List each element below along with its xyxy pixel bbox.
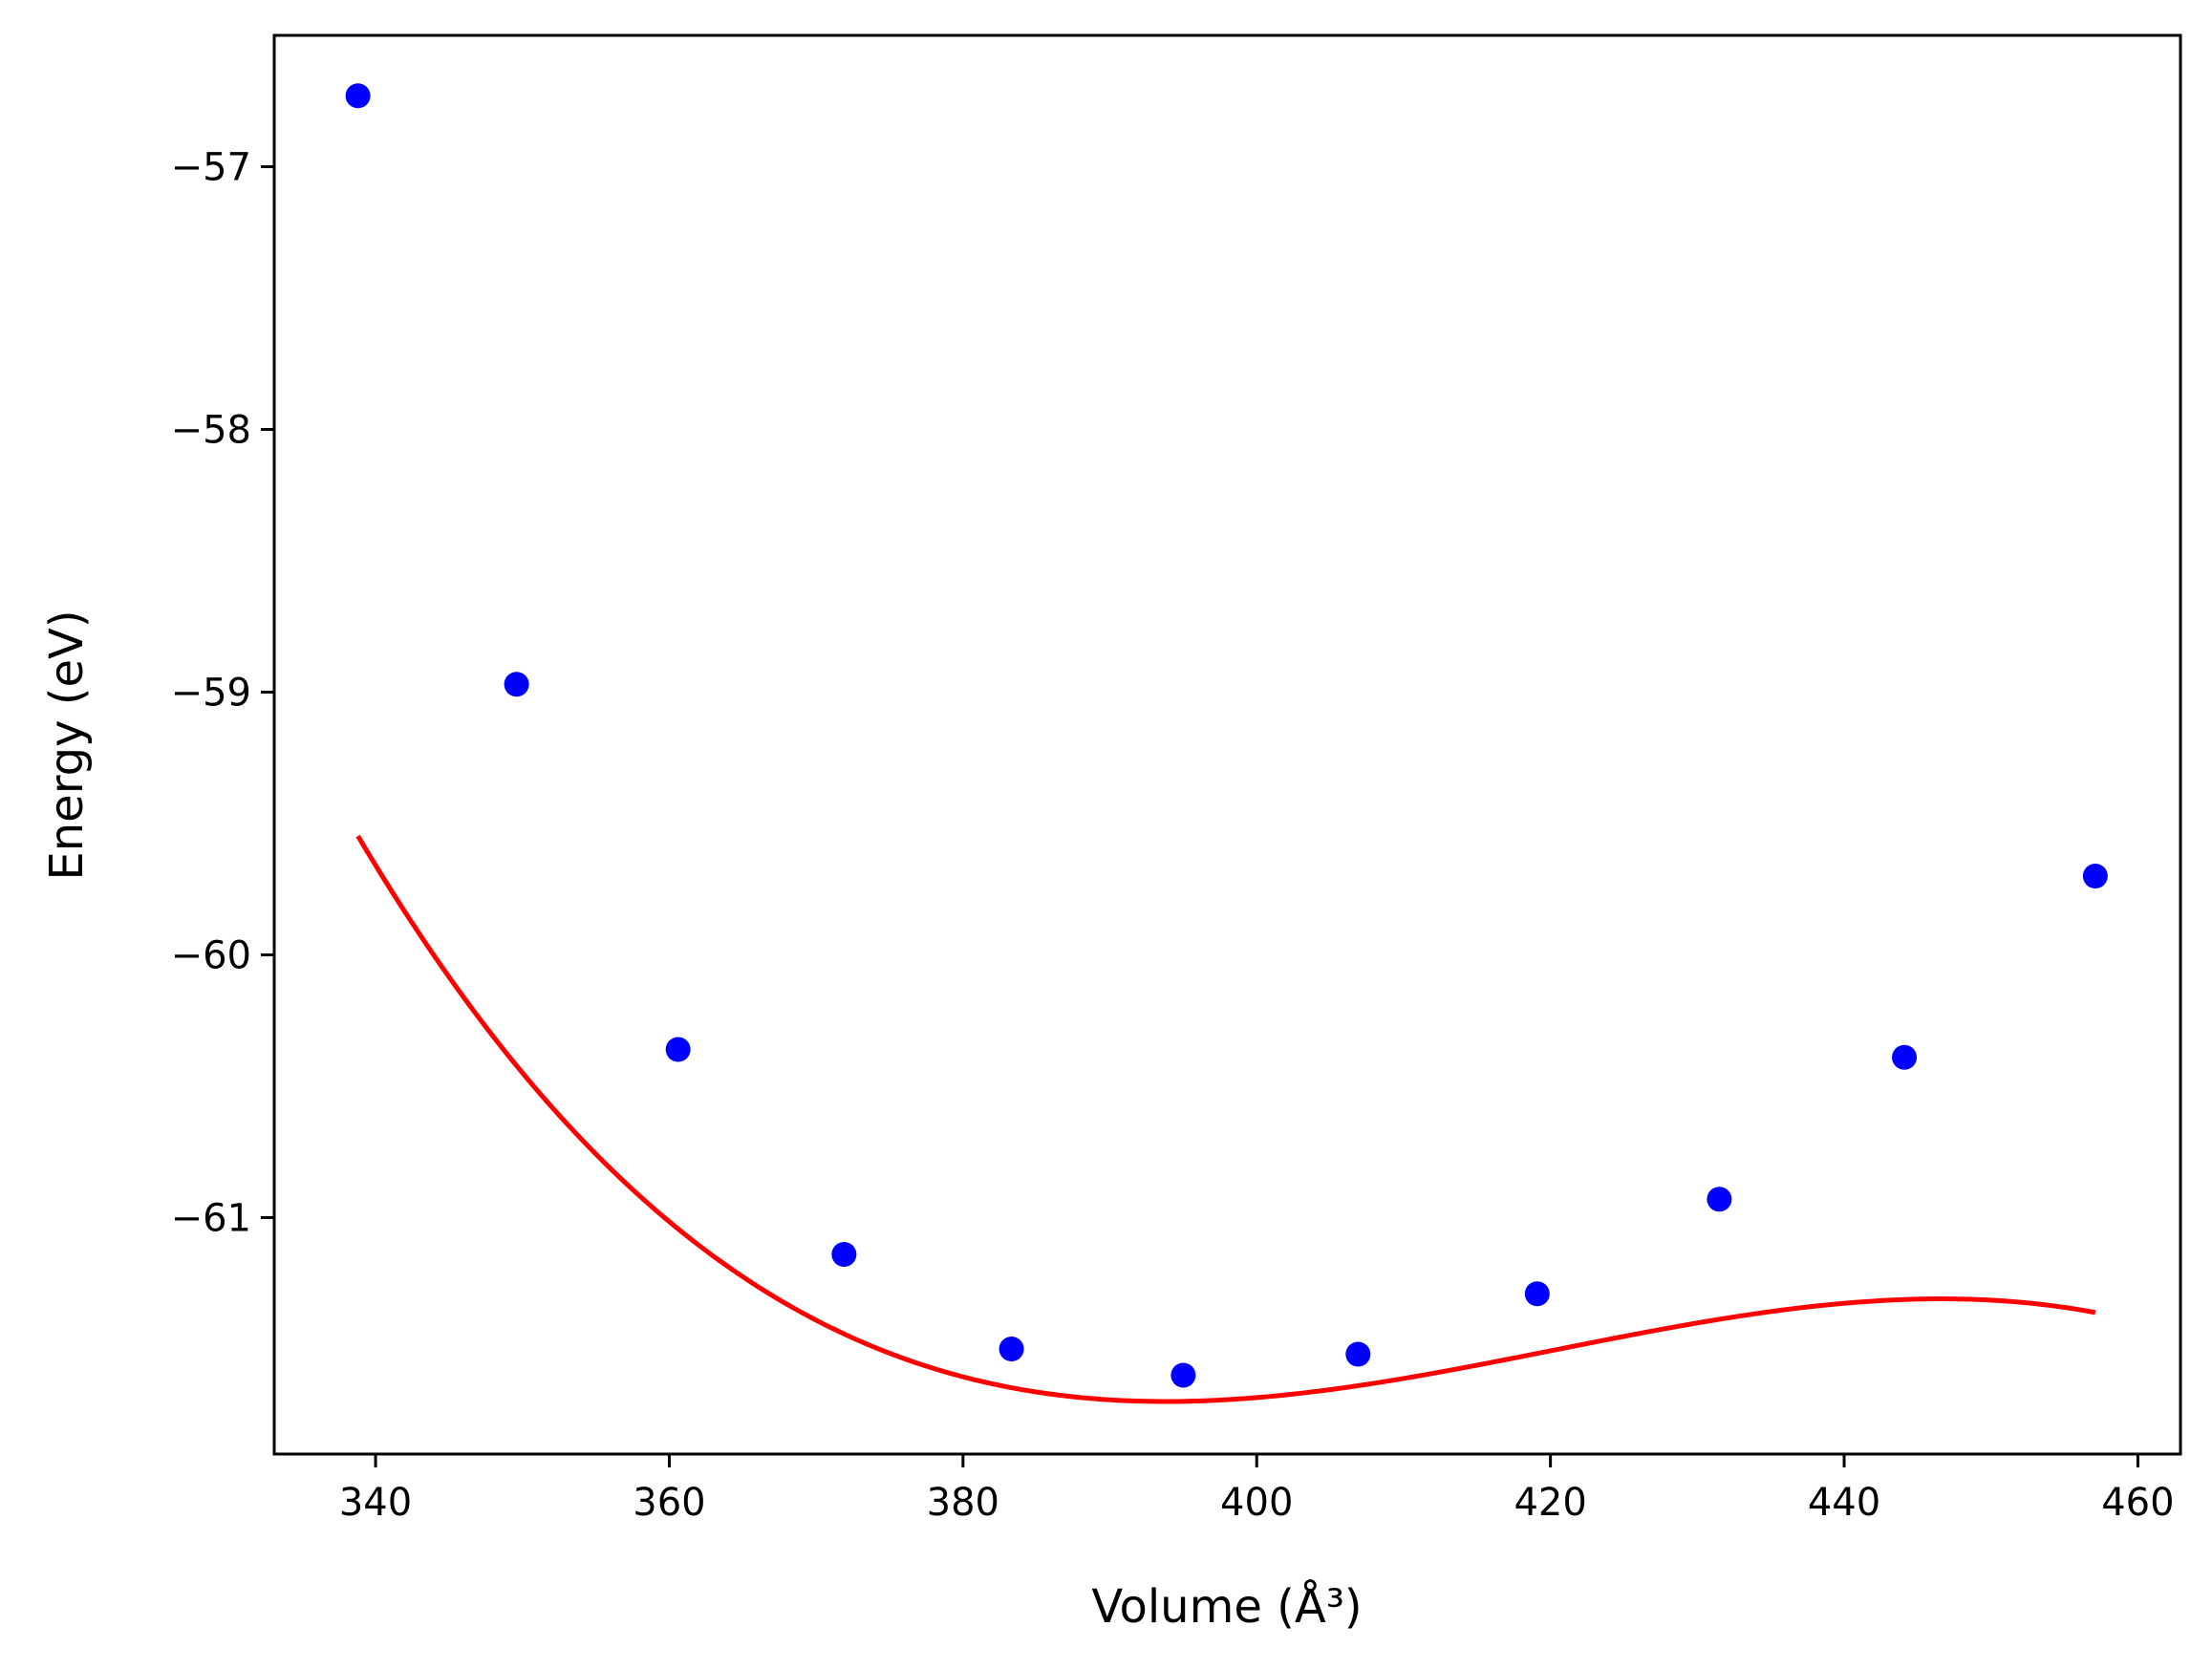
data-point — [1707, 1187, 1732, 1212]
data-point — [999, 1337, 1024, 1361]
y-tick-label: −60 — [171, 934, 251, 978]
axes-frame — [272, 33, 2182, 1456]
y-axis-label: Energy (eV) — [40, 610, 94, 880]
data-point — [2082, 864, 2108, 888]
plot-area — [345, 83, 2108, 1404]
y-tick-label: −59 — [171, 672, 251, 716]
x-tick-label: 380 — [927, 1481, 999, 1525]
data-point — [345, 83, 371, 109]
x-tick-label: 360 — [633, 1481, 705, 1525]
data-point — [1892, 1044, 1918, 1070]
data-point — [831, 1242, 857, 1267]
data-point — [504, 672, 529, 697]
x-tick-label: 420 — [1514, 1481, 1586, 1525]
y-tick-label: −57 — [171, 146, 251, 190]
data-point — [1170, 1362, 1196, 1388]
y-axis-ticks: −57 −58 −59 −60 −61 — [171, 146, 274, 1241]
y-tick-label: −58 — [171, 409, 251, 453]
y-tick-label: −61 — [171, 1197, 251, 1241]
data-point — [665, 1037, 691, 1062]
x-axis-ticks: 340 360 380 400 420 440 460 — [339, 1454, 2175, 1525]
fit-curve-line — [355, 834, 2096, 1404]
x-tick-label: 460 — [2101, 1481, 2174, 1525]
data-point — [1524, 1281, 1550, 1307]
x-tick-label: 400 — [1220, 1481, 1293, 1525]
data-point — [1345, 1341, 1371, 1367]
x-tick-label: 340 — [339, 1481, 412, 1525]
x-tick-label: 440 — [1808, 1481, 1880, 1525]
x-axis-label: Volume (Å³) — [1091, 1579, 1362, 1634]
